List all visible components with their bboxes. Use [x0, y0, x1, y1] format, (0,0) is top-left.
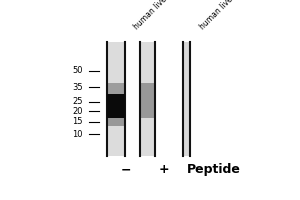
Text: +: +: [159, 163, 169, 176]
Text: 50: 50: [72, 66, 83, 75]
FancyBboxPatch shape: [183, 42, 190, 156]
FancyBboxPatch shape: [107, 94, 125, 118]
Text: 15: 15: [72, 117, 83, 126]
FancyBboxPatch shape: [140, 42, 155, 156]
Text: human liver: human liver: [132, 0, 171, 31]
Text: 20: 20: [72, 107, 83, 116]
Text: 25: 25: [72, 97, 83, 106]
Text: Peptide: Peptide: [187, 163, 241, 176]
Text: −: −: [121, 163, 131, 176]
Text: 10: 10: [72, 130, 83, 139]
FancyBboxPatch shape: [140, 83, 155, 118]
FancyBboxPatch shape: [107, 83, 125, 96]
FancyBboxPatch shape: [107, 42, 125, 156]
FancyBboxPatch shape: [107, 118, 125, 126]
FancyBboxPatch shape: [100, 42, 266, 156]
Text: human liver: human liver: [199, 0, 237, 31]
Text: 35: 35: [72, 83, 83, 92]
